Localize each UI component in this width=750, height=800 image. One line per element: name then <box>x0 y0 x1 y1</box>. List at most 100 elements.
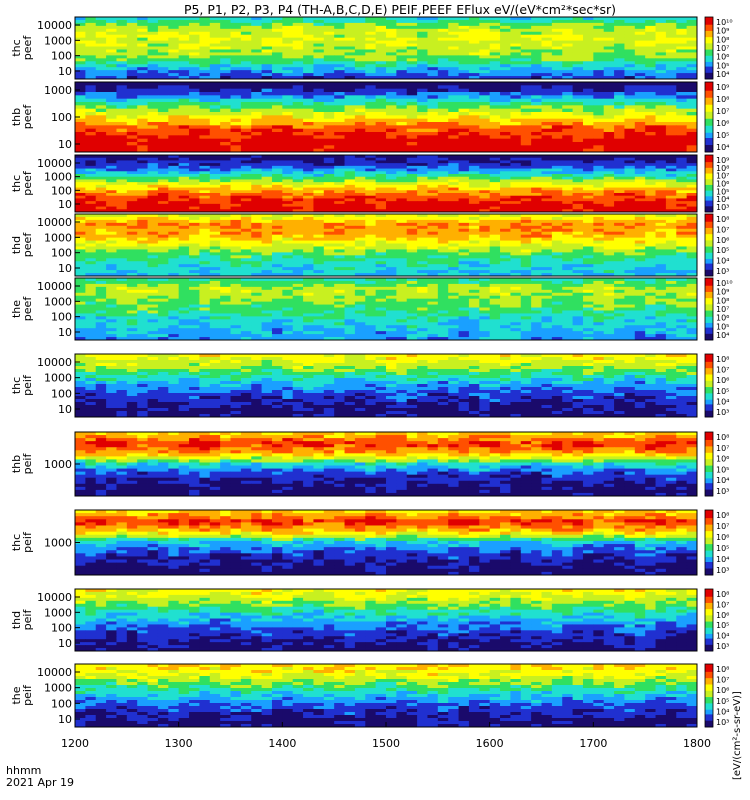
heatmap-cell <box>178 195 190 199</box>
heatmap-cell <box>365 182 377 186</box>
heatmap-cell <box>323 112 335 116</box>
heatmap-cell <box>624 219 636 224</box>
heatmap-cell <box>282 179 294 183</box>
heatmap-cell <box>75 67 86 71</box>
heatmap-cell <box>582 214 594 218</box>
heatmap-cell <box>116 219 128 224</box>
colorbar-segment <box>705 85 713 88</box>
heatmap-cell <box>189 98 200 103</box>
heatmap-cell <box>178 132 190 136</box>
heatmap-cell <box>85 160 97 164</box>
heatmap-cell <box>85 43 97 47</box>
heatmap-cell <box>126 70 138 74</box>
heatmap-cell <box>168 76 180 80</box>
heatmap-cell <box>500 219 511 224</box>
heatmap-cell <box>500 193 511 197</box>
heatmap-cell <box>313 198 325 202</box>
heatmap-cell <box>562 46 573 50</box>
heatmap-cell <box>458 34 470 39</box>
heatmap-cell <box>137 240 148 244</box>
heatmap-cell <box>448 43 459 47</box>
heatmap-cell <box>271 49 283 53</box>
heatmap-cell <box>593 179 605 183</box>
heatmap-cell <box>199 17 211 21</box>
heatmap-cell <box>386 98 397 103</box>
heatmap-cell <box>541 174 553 178</box>
heatmap-cell <box>303 240 314 244</box>
heatmap-cell <box>510 22 522 27</box>
heatmap-cell <box>593 203 605 207</box>
heatmap-cell <box>168 174 180 178</box>
heatmap-cell <box>147 234 159 239</box>
heatmap-cell <box>541 82 553 86</box>
heatmap-cell <box>271 201 283 205</box>
heatmap-cell <box>634 128 646 133</box>
heatmap-cell <box>126 160 138 164</box>
heatmap-cell <box>510 88 522 93</box>
heatmap-cell <box>344 92 356 96</box>
heatmap-cell <box>655 98 667 103</box>
heatmap-cell <box>95 206 107 210</box>
heatmap-cell <box>582 95 594 100</box>
colorbar-segment <box>705 204 713 207</box>
heatmap-cell <box>500 17 511 21</box>
heatmap-cell <box>209 102 221 106</box>
heatmap-cell <box>157 142 169 146</box>
heatmap-cell <box>303 209 314 213</box>
heatmap-cell <box>572 261 584 265</box>
heatmap-cell <box>375 182 387 186</box>
heatmap-cell <box>137 258 148 262</box>
heatmap-cell <box>562 168 573 172</box>
heatmap-cell <box>489 132 501 136</box>
heatmap-cell <box>303 92 314 96</box>
heatmap-cell <box>520 132 532 136</box>
heatmap-cell <box>551 52 563 56</box>
heatmap-cell <box>240 132 252 136</box>
heatmap-cell <box>323 43 335 47</box>
heatmap-cell <box>282 252 294 256</box>
heatmap-cell <box>282 234 294 239</box>
colorbar-segment <box>705 164 713 167</box>
heatmap-cell <box>230 222 242 227</box>
heatmap-cell <box>582 157 594 161</box>
heatmap-cell <box>209 17 221 21</box>
heatmap-cell <box>448 168 459 172</box>
heatmap-cell <box>365 98 377 103</box>
heatmap-cell <box>427 165 439 169</box>
heatmap-cell <box>199 125 211 130</box>
heatmap-cell <box>116 17 128 21</box>
heatmap-cell <box>292 222 304 227</box>
heatmap-cell <box>303 182 314 186</box>
heatmap-cell <box>448 228 459 233</box>
heatmap-cell <box>396 195 408 199</box>
heatmap-cell <box>551 237 563 241</box>
heatmap-cell <box>676 228 688 233</box>
heatmap-cell <box>375 252 387 256</box>
heatmap-cell <box>386 261 397 265</box>
colorbar-segment <box>705 174 713 177</box>
heatmap-cell <box>624 125 636 130</box>
heatmap-cell <box>365 118 377 123</box>
heatmap-cell <box>520 76 532 80</box>
heatmap-cell <box>562 193 573 197</box>
heatmap-cell <box>676 135 688 140</box>
heatmap-cell <box>354 142 366 146</box>
colorbar-tick-label: 10⁴ <box>716 195 729 204</box>
heatmap-cell <box>199 160 211 164</box>
heatmap-cell <box>551 34 563 39</box>
heatmap-cell <box>665 115 677 120</box>
heatmap-cell <box>614 171 625 175</box>
heatmap-cell <box>106 125 117 130</box>
heatmap-cell <box>593 168 605 172</box>
heatmap-cell <box>500 234 511 239</box>
heatmap-cell <box>582 98 594 103</box>
colorbar-segment <box>705 159 713 162</box>
heatmap-cell <box>116 118 128 123</box>
heatmap-cell <box>157 108 169 113</box>
heatmap-cell <box>520 88 532 93</box>
heatmap-cell <box>582 28 594 33</box>
heatmap-cell <box>582 234 594 239</box>
heatmap-cell <box>676 184 688 188</box>
heatmap-cell <box>676 118 688 123</box>
heatmap-cell <box>406 246 418 250</box>
